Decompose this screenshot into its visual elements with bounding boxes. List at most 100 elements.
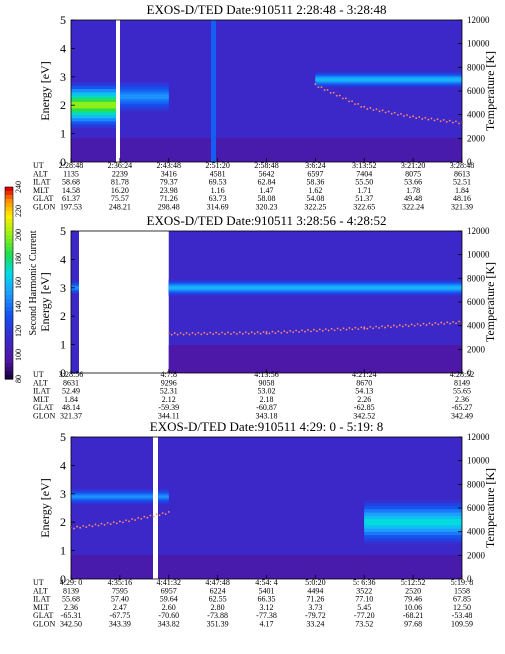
- temperature-point: [298, 331, 300, 333]
- temperature-point: [458, 122, 460, 125]
- data-gap-stripe: [116, 20, 120, 162]
- orbit-cell: 8670: [356, 378, 372, 387]
- orbit-cell: 109.59: [451, 620, 473, 629]
- temperature-point: [173, 332, 176, 334]
- temperature-point: [387, 110, 390, 113]
- temperature-point: [332, 91, 335, 94]
- temperature-point: [422, 322, 425, 325]
- orbit-cell: 3522: [356, 586, 372, 595]
- temperature-point: [179, 332, 182, 334]
- colorbar-step: [5, 243, 13, 248]
- temperature-point: [115, 522, 118, 525]
- temperature-point: [221, 331, 223, 334]
- orbit-cell: 5401: [259, 586, 275, 595]
- orbit-cell: 3:28:48: [450, 161, 474, 170]
- orbit-cell: 2.80: [211, 603, 225, 612]
- temperature-point: [427, 118, 430, 121]
- temperature-point: [247, 332, 250, 335]
- orbit-cell: 16.20: [111, 186, 129, 195]
- temperature-tick-label: 12000: [467, 432, 490, 442]
- panel-title: EXOS-D/TED Date:910511 3:28:56 - 4:28:52: [147, 213, 387, 228]
- temperature-point: [354, 103, 356, 106]
- temperature-point: [424, 116, 427, 119]
- orbit-cell: 2.18: [260, 395, 274, 404]
- energy-tick-label: 5: [60, 430, 66, 444]
- temperature-point: [161, 512, 164, 515]
- orbit-cell: 314.69: [207, 203, 229, 212]
- orbit-cell: 322.65: [353, 203, 375, 212]
- temperature-point: [218, 333, 221, 336]
- temperature-point: [360, 326, 363, 329]
- temperature-point: [280, 331, 283, 334]
- energy-tick-label: 3: [60, 487, 66, 501]
- temperature-point: [395, 325, 398, 328]
- temperature-axis-label: Temperature [K]: [483, 468, 497, 548]
- temperature-point: [330, 327, 333, 330]
- temperature-point: [436, 118, 439, 121]
- orbit-cell: 2:28:48: [59, 161, 83, 170]
- temperature-point: [271, 330, 274, 333]
- energy-band: [119, 94, 169, 100]
- temperature-point: [363, 327, 366, 330]
- orbit-cell: 10.06: [404, 603, 422, 612]
- orbit-cell: 97.68: [404, 620, 422, 629]
- orbit-cell: 3416: [161, 169, 177, 178]
- temperature-point: [152, 515, 155, 518]
- colorbar-step: [5, 199, 13, 204]
- temperature-point: [449, 322, 452, 325]
- temperature-point: [458, 320, 460, 323]
- energy-band: [71, 495, 169, 498]
- temperature-point: [197, 331, 200, 334]
- orbit-cell: 75.57: [111, 194, 129, 203]
- colorbar-step: [5, 271, 13, 276]
- colorbar-step: [5, 347, 13, 352]
- orbit-cell: 4:35:16: [108, 578, 132, 587]
- temperature-point: [256, 331, 259, 333]
- orbit-cell: 8613: [454, 169, 470, 178]
- orbit-cell: 55.50: [355, 178, 373, 187]
- temperature-point: [452, 320, 455, 323]
- temperature-point: [345, 97, 347, 100]
- orbit-cell: 342.50: [60, 620, 82, 629]
- temperature-tick-label: 10000: [467, 456, 490, 466]
- temperature-point: [82, 524, 85, 527]
- orbit-row-label: ALT: [33, 378, 48, 387]
- temperature-point: [410, 323, 413, 326]
- orbit-cell: 6597: [307, 169, 323, 178]
- temperature-point: [170, 333, 173, 336]
- orbit-cell: 58.36: [306, 178, 324, 187]
- orbit-cell: 48.16: [453, 194, 471, 203]
- energy-tick-label: 0: [60, 572, 66, 586]
- temperature-point: [375, 108, 378, 111]
- colorbar-step: [5, 223, 13, 228]
- temperature-point: [321, 329, 324, 332]
- orbit-cell: 4:47:48: [205, 578, 229, 587]
- temperature-point: [396, 113, 399, 116]
- energy-band: [168, 286, 462, 290]
- orbit-cell: 343.18: [256, 412, 278, 421]
- energy-axis-label: Energy [eV]: [38, 61, 52, 120]
- colorbar-step: [5, 319, 13, 324]
- colorbar-step: [5, 307, 13, 312]
- orbit-cell: -53.48: [452, 611, 473, 620]
- orbit-cell: 1.62: [308, 186, 322, 195]
- colorbar-tick-label: 180: [14, 253, 23, 265]
- temperature-point: [85, 526, 88, 528]
- orbit-cell: 58.68: [62, 178, 80, 187]
- orbit-cell: 1.71: [357, 186, 371, 195]
- orbit-cell: 2.47: [113, 603, 127, 612]
- temperature-point: [324, 328, 327, 330]
- orbit-cell: 8139: [63, 586, 79, 595]
- colorbar-tick-label: 160: [14, 277, 23, 289]
- temperature-point: [277, 330, 280, 333]
- temperature-point: [286, 331, 289, 334]
- temperature-point: [406, 114, 408, 116]
- temperature-point: [206, 333, 209, 336]
- temperature-point: [339, 329, 342, 331]
- orbit-cell: 298.48: [158, 203, 180, 212]
- colorbar-step: [5, 275, 13, 280]
- temperature-point: [250, 331, 253, 334]
- energy-axis-label: Energy [eV]: [38, 272, 52, 331]
- orbit-cell: -73.88: [207, 611, 228, 620]
- orbit-cell: 8075: [405, 169, 421, 178]
